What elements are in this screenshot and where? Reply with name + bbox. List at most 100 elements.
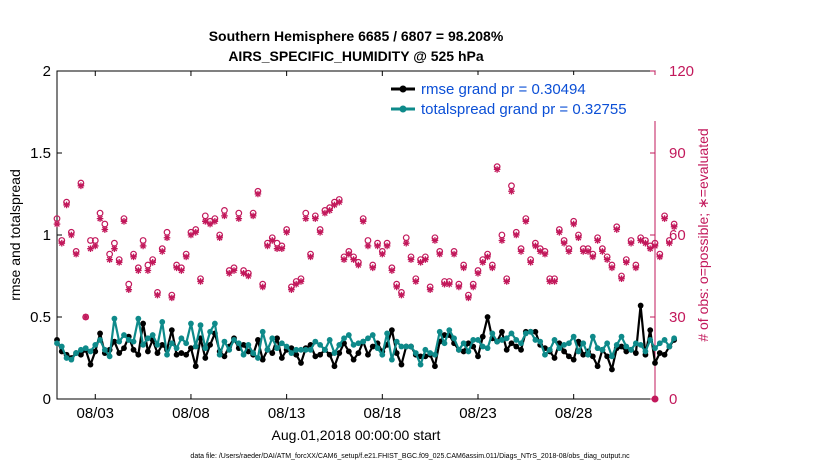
totalspread-point bbox=[130, 338, 137, 345]
y-axis-label: rmse and totalspread bbox=[7, 169, 23, 301]
obs-evaluated-point bbox=[297, 278, 305, 285]
totalspread-point bbox=[341, 335, 347, 342]
obs-evaluated-point bbox=[379, 250, 386, 258]
totalspread-point bbox=[647, 337, 654, 343]
obs-evaluated-point bbox=[503, 278, 510, 285]
obs-evaluated-point bbox=[149, 259, 156, 266]
obs-evaluated-point bbox=[622, 259, 630, 266]
totalspread-point bbox=[173, 345, 180, 352]
totalspread-point bbox=[63, 355, 70, 361]
totalspread-point bbox=[111, 315, 118, 322]
totalspread-point bbox=[125, 337, 132, 343]
rmse-point bbox=[484, 314, 491, 320]
obs-evaluated-point bbox=[216, 234, 223, 242]
obs-evaluated-point bbox=[264, 242, 271, 250]
rmse-point bbox=[255, 337, 261, 343]
obs-evaluated-point bbox=[666, 239, 673, 247]
rmse-point bbox=[192, 363, 199, 370]
rmse-point bbox=[221, 353, 228, 360]
obs-evaluated-point bbox=[407, 256, 415, 263]
totalspread-point bbox=[288, 350, 295, 356]
totalspread-point bbox=[283, 343, 290, 350]
rmse-point bbox=[121, 345, 127, 352]
obs-evaluated-point bbox=[72, 250, 80, 258]
totalspread-point bbox=[609, 353, 615, 360]
y-tick-label: 1.5 bbox=[30, 145, 51, 162]
totalspread-point bbox=[666, 343, 673, 350]
obs-evaluated-point bbox=[82, 313, 90, 321]
obs-evaluated-point bbox=[489, 264, 496, 272]
legend-spread-label: totalspread grand pr = 0.32755 bbox=[421, 101, 627, 118]
rmse-point bbox=[589, 353, 596, 360]
legend-rmse-label: rmse grand pr = 0.30494 bbox=[421, 81, 586, 98]
obs-evaluated-point bbox=[469, 283, 477, 291]
x-tick-label: 08/23 bbox=[459, 405, 497, 422]
totalspread-point bbox=[580, 340, 587, 347]
rmse-point bbox=[393, 350, 400, 356]
totalspread-point bbox=[135, 315, 142, 322]
obs-evaluated-point bbox=[417, 259, 424, 266]
obs-evaluated-point bbox=[225, 269, 233, 277]
rmse-point bbox=[130, 346, 137, 353]
obs-evaluated-point bbox=[144, 267, 152, 274]
totalspread-point bbox=[642, 348, 649, 355]
totalspread-point bbox=[221, 338, 228, 345]
obs-evaluated-point bbox=[139, 242, 147, 250]
totalspread-point bbox=[589, 333, 596, 340]
obs-evaluated-point bbox=[259, 283, 267, 291]
obs-evaluated-point bbox=[508, 187, 515, 195]
rmse-point bbox=[365, 351, 371, 358]
chart-title: Southern Hemisphere 6685 / 6807 = 98.208… bbox=[209, 28, 504, 44]
rmse-point bbox=[92, 348, 99, 355]
rmse-point bbox=[202, 355, 209, 361]
obs-evaluated-point bbox=[570, 220, 577, 228]
totalspread-point bbox=[154, 341, 161, 348]
totalspread-point bbox=[652, 345, 658, 352]
rmse-point bbox=[326, 351, 333, 358]
totalspread-point bbox=[432, 351, 438, 358]
totalspread-point bbox=[403, 343, 410, 350]
obs-evaluated-point bbox=[312, 215, 319, 222]
totalspread-point bbox=[183, 340, 190, 347]
rmse-point bbox=[178, 350, 185, 356]
obs-evaluated-point bbox=[106, 256, 113, 263]
totalspread-point bbox=[355, 340, 362, 347]
totalspread-point bbox=[231, 337, 237, 343]
rmse-point bbox=[661, 351, 668, 358]
rmse-point bbox=[312, 353, 319, 360]
rmse-point bbox=[240, 341, 247, 348]
rmse-point bbox=[78, 351, 84, 358]
rmse-point bbox=[503, 346, 510, 353]
totalspread-point bbox=[336, 341, 343, 348]
totalspread-point bbox=[92, 341, 99, 348]
obs-evaluated-point bbox=[364, 242, 372, 250]
obs-evaluated-point bbox=[115, 259, 123, 266]
y2-axis-label: # of obs: o=possible; ∗=evaluated bbox=[695, 128, 711, 341]
rmse-point bbox=[656, 350, 663, 356]
totalspread-point bbox=[264, 346, 271, 353]
totalspread-point bbox=[211, 320, 218, 327]
obs-evaluated-point bbox=[182, 253, 190, 261]
rmse-point bbox=[336, 350, 343, 356]
obs-evaluated-point bbox=[445, 280, 453, 288]
obs-evaluated-point bbox=[278, 245, 286, 252]
totalspread-point bbox=[168, 340, 175, 347]
rmse-point bbox=[345, 348, 352, 355]
obs-evaluated-point bbox=[536, 248, 544, 255]
obs-evaluated-point bbox=[584, 248, 592, 255]
obs-evaluated-point bbox=[197, 278, 204, 285]
totalspread-point bbox=[68, 356, 75, 363]
rmse-point bbox=[508, 340, 515, 347]
y2-tick-label: 60 bbox=[669, 227, 686, 244]
totalspread-point bbox=[192, 343, 199, 350]
totalspread-point bbox=[106, 353, 113, 360]
totalspread-point bbox=[97, 337, 103, 343]
obs-evaluated-point bbox=[374, 242, 381, 250]
totalspread-point bbox=[575, 348, 582, 355]
rmse-point bbox=[632, 350, 639, 356]
obs-evaluated-point bbox=[230, 267, 238, 274]
obs-evaluated-point bbox=[221, 212, 228, 220]
totalspread-point bbox=[326, 337, 333, 343]
totalspread-point bbox=[312, 338, 319, 345]
